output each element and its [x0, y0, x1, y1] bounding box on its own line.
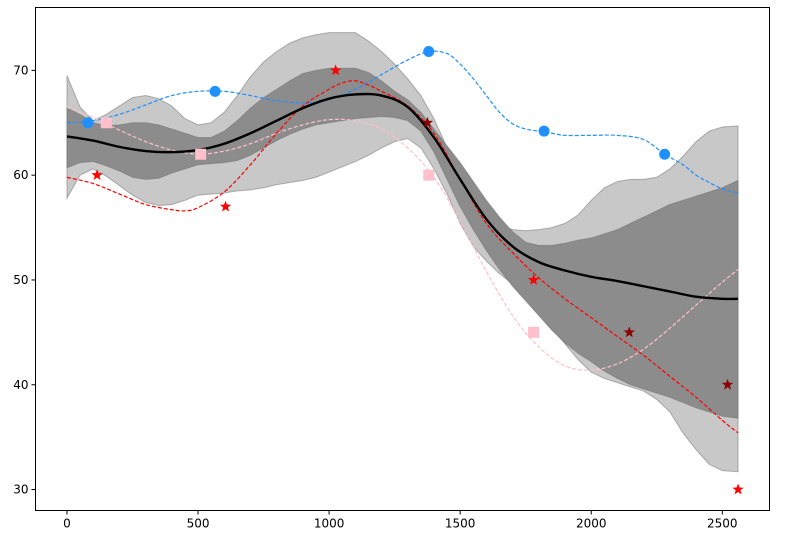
red-interpolated-curve — [66, 80, 739, 434]
x-tick-label: 0 — [63, 517, 71, 531]
y-tick-label: 60 — [13, 168, 28, 182]
inner-confidence-band — [66, 67, 739, 419]
y-tick-label: 50 — [13, 273, 28, 287]
red-star-marker — [219, 200, 232, 212]
red-star-marker — [732, 483, 744, 495]
blue-circle-marker — [82, 117, 94, 129]
series-markers — [82, 46, 744, 495]
blue-circle-marker — [659, 148, 671, 160]
y-tick-label: 70 — [13, 63, 28, 77]
mean-line — [66, 92, 739, 301]
x-tick-label: 500 — [187, 517, 210, 531]
darkred-star-marker — [623, 326, 635, 338]
darkred-star-marker — [721, 378, 734, 390]
x-tick-label: 2000 — [576, 517, 607, 531]
darkred-star-marker — [421, 116, 434, 128]
red-star-marker — [527, 273, 540, 285]
mean-curve — [66, 92, 739, 301]
axes: 0 500 1000 1500 2000 2500 30 40 50 60 70 — [13, 7, 770, 531]
x-tick-label: 1000 — [314, 517, 345, 531]
y-tick-label: 30 — [13, 483, 28, 497]
pink-square-marker — [100, 117, 112, 129]
blue-circle-marker — [423, 46, 435, 58]
pink-square-marker — [528, 326, 540, 338]
red-star-marker — [91, 169, 103, 181]
blue-circle-marker — [209, 85, 221, 97]
pink-square-marker — [423, 169, 435, 181]
y-tick-label: 40 — [13, 378, 28, 392]
inner-band-area — [66, 67, 739, 419]
blue-interpolated-curve — [66, 50, 739, 194]
red-star-marker — [329, 64, 342, 76]
blue-circle-marker — [538, 125, 550, 137]
axes-frame — [35, 7, 770, 511]
pink-square-marker — [195, 148, 207, 160]
plot-area — [66, 32, 744, 495]
x-tick-label: 2500 — [707, 517, 738, 531]
x-tick-label: 1500 — [445, 517, 476, 531]
